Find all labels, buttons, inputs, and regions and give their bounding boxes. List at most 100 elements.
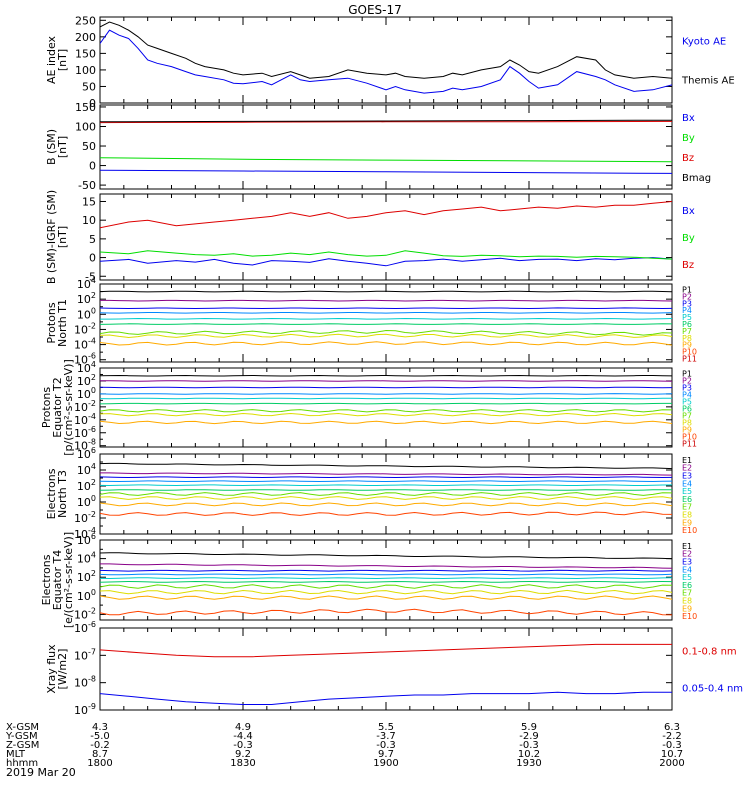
legend-p2: P2 [682,377,692,386]
series-line-e4 [100,573,672,576]
series-line-e7 [100,584,672,589]
legend-p11: P11 [682,355,697,364]
series-line-p2 [100,380,672,382]
series-line-e5 [100,577,672,580]
legend-themis-ae: Themis AE [681,76,735,87]
series-line-0-1-0-8-nm [100,643,672,658]
series-line-e2 [100,472,672,476]
ephem-row-label: X-GSM [6,722,39,733]
series-line-bz [100,201,672,229]
series-line-e4 [100,480,672,483]
panel-8: 10-6 10-7 10-8 10-9 Xray flux[W/m2] 0.1-0.8 n… [45,620,743,717]
legend-e10: E10 [682,612,697,621]
legend-kyoto-ae: Kyoto AE [682,36,726,47]
legend-p2: P2 [682,292,692,301]
ephem-value: -0.3 [662,740,682,751]
y-tick-label: 5 [89,233,96,246]
series-line-p3 [100,307,672,310]
y-tick-label: 104 [77,551,96,566]
series-line-e9 [100,595,672,600]
y-tick-label: 100 [77,494,96,509]
y-tick-label: 100 [77,306,96,321]
y-tick-label: 0 [89,252,96,265]
y-tick-label: 106 [77,446,96,461]
legend-e1: E1 [682,456,692,465]
series-line-e3 [100,569,672,572]
legend-p11: P11 [682,440,697,449]
legend-p1: P1 [682,370,692,379]
legend-p8: P8 [682,334,692,343]
y-tick-label: 104 [77,276,96,291]
y-tick-label: 10-2 [74,510,96,525]
y-tick-label: 150 [75,47,96,60]
ephem-value: 9.2 [235,749,251,760]
series-line-p8 [100,412,672,417]
ephem-value: -3.7 [376,731,396,742]
legend-p3: P3 [682,299,692,308]
y-tick-label: -50 [78,179,96,192]
legend-e2: E2 [682,464,692,473]
series-line-e10 [100,608,672,616]
legend-e4: E4 [682,479,692,488]
y-tick-label: 102 [77,291,96,306]
legend-p1: P1 [682,285,692,294]
ephem-value: 5.9 [521,722,537,733]
y-tick-label: 100 [75,120,96,133]
panel-frame [99,539,673,621]
y-tick-label: -5 [85,270,96,283]
legend-p5: P5 [682,313,692,322]
y-tick-label: 10-6 [74,425,96,440]
legend-e7: E7 [682,589,692,598]
ephem-value: 1830 [230,758,255,769]
panel-3: 15 10 5 0 -5 B (SM)-IGRF (SM)[nT] Bx By Bz [45,190,695,284]
legend-p7: P7 [682,327,692,336]
legend-p6: P6 [682,320,692,329]
series-line-e7 [100,492,672,496]
y-tick-label: 104 [77,462,96,477]
series-line-themis-ae [100,21,672,79]
ephem-row-label: MLT [6,749,26,760]
legend-e1: E1 [682,542,692,551]
legend-e5: E5 [682,573,692,582]
ephem-value: 4.3 [92,722,108,733]
panel-frame [99,283,673,363]
series-line-e5 [100,484,672,487]
plot-area [100,290,672,346]
series-line-e10 [100,511,672,516]
ephem-row-label: hhmm [6,758,38,769]
series-line-p4 [100,312,672,314]
plot-area [100,643,672,705]
y-tick-label: 100 [75,64,96,77]
plot-area [100,21,672,94]
y-tick-label: 102 [77,569,96,584]
legend-e5: E5 [682,487,692,496]
series-line-p5 [100,397,672,400]
legend-e8: E8 [682,511,692,520]
y-axis-label: ProtonsNorth T1 [45,299,69,347]
series-line-e6 [100,580,672,583]
y-tick-label: 10-9 [74,702,96,717]
series-line-p6 [100,323,672,325]
panel-frame [99,627,673,711]
y-tick-label: 10-4 [74,412,96,427]
y-tick-label: 0 [89,97,96,110]
ephem-value: 2000 [659,758,684,769]
legend-p3: P3 [682,384,692,393]
legend-p10: P10 [682,433,697,442]
legend-p4: P4 [682,391,692,400]
y-axis-label: ElectronsEquator T4[e/(cm²-s-sr-keV)] [40,532,75,628]
ephem-value: -0.3 [376,740,396,751]
series-line-e6 [100,489,672,491]
legend-e6: E6 [682,495,692,504]
figure-title: GOES-17 [348,3,402,17]
ephem-value: 10.7 [661,749,683,760]
series-line-by [100,250,672,260]
y-axis-label: B (SM)-IGRF (SM)[nT] [45,190,69,284]
series-line-0-05-0-4-nm [100,691,672,705]
y-tick-label: 10-7 [74,647,96,662]
y-tick-label: 50 [82,80,96,93]
ephem-value: -2.2 [662,731,682,742]
y-axis-label: ProtonsEquator T2[p/(cm²-s-sr-keV)] [40,359,75,456]
